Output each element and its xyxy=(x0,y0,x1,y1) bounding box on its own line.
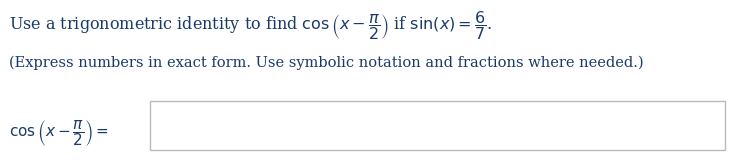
Bar xyxy=(150,101,725,150)
Text: Use a trigonometric identity to find $\cos\left(x - \dfrac{\pi}{2}\right)$ if $\: Use a trigonometric identity to find $\c… xyxy=(9,9,492,42)
Text: (Express numbers in exact form. Use symbolic notation and fractions where needed: (Express numbers in exact form. Use symb… xyxy=(9,55,644,70)
Text: $\cos\left(x - \dfrac{\pi}{2}\right) =$: $\cos\left(x - \dfrac{\pi}{2}\right) =$ xyxy=(9,118,109,148)
